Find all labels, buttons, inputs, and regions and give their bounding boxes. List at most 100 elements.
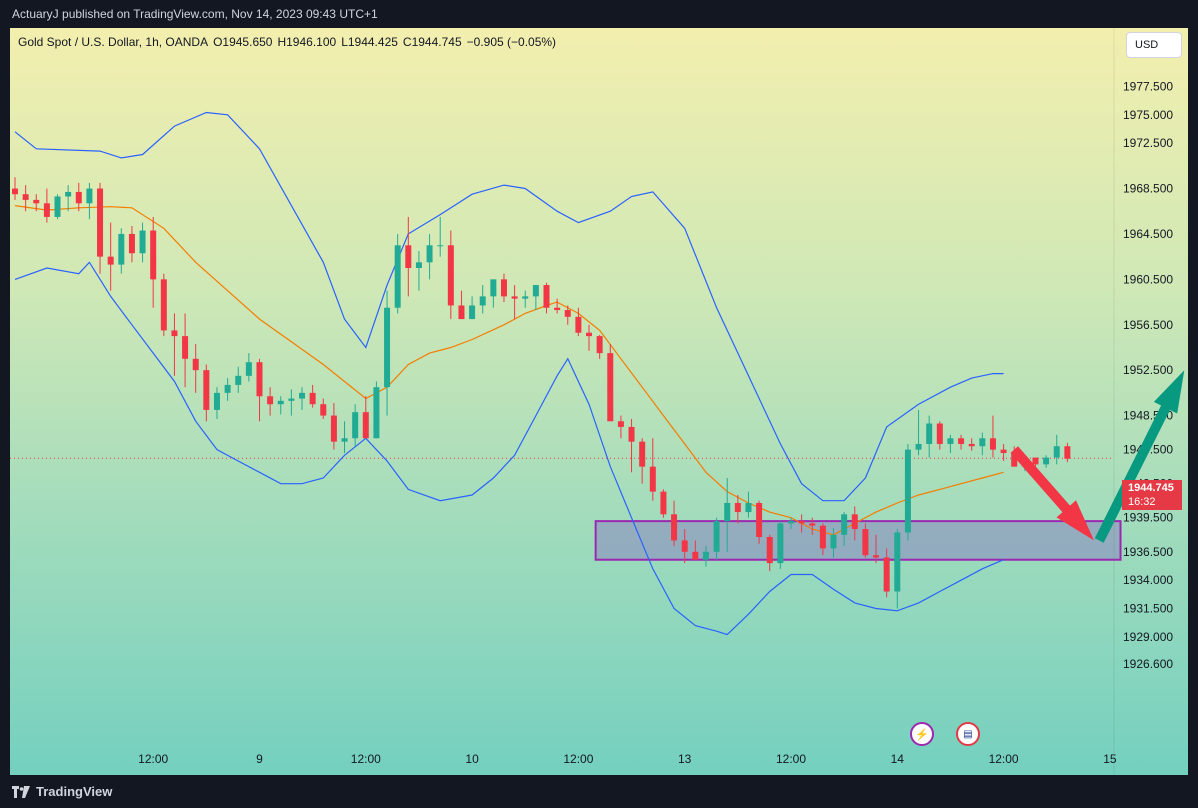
candle-body (415, 262, 422, 268)
candle-body (309, 392, 316, 405)
candle-body (564, 310, 571, 317)
candle-body (692, 551, 699, 560)
candle-body (490, 279, 497, 297)
legend-close: C1944.745 (402, 35, 462, 49)
forecast-arrow-up (1094, 370, 1185, 543)
x-tick-label: 12:00 (563, 752, 593, 766)
y-tick-label: 1956.500 (1123, 318, 1173, 332)
candle-body (203, 370, 210, 410)
y-tick-label: 1977.500 (1123, 79, 1173, 93)
chart-area[interactable]: 1926.600 1929.000 1931.500 1934.000 1936.500… (10, 28, 1188, 775)
bollinger-lower-line (14, 261, 1004, 636)
candle-body (607, 353, 614, 422)
tradingview-logo-icon (12, 785, 30, 798)
legend-low: L1944.425 (341, 35, 398, 49)
candle-body (128, 233, 135, 254)
y-tick-label: 1968.500 (1123, 182, 1173, 196)
candle-body (12, 188, 18, 195)
candle-body (766, 537, 773, 564)
candle-body (288, 398, 295, 401)
candle-body (734, 502, 741, 513)
candle-body (256, 362, 263, 397)
y-tick-label: 1929.000 (1123, 630, 1173, 644)
y-tick-label: 1926.600 (1123, 657, 1173, 671)
candle-body (33, 199, 40, 204)
candle-body (947, 438, 954, 444)
candle-body (107, 256, 114, 265)
bollinger-upper-line (14, 111, 1004, 502)
candle-body (819, 525, 826, 549)
candle-body (915, 443, 922, 450)
candle-body (1043, 457, 1050, 465)
candle-body (500, 279, 507, 297)
candle-body (330, 415, 337, 442)
candle-body (224, 384, 231, 393)
candle-body (904, 449, 911, 533)
y-tick-label: 1972.500 (1123, 136, 1173, 150)
x-tick-label: 12:00 (989, 752, 1019, 766)
candle-body (182, 336, 189, 359)
legend-high: H1946.100 (277, 35, 337, 49)
candle-body (554, 307, 561, 310)
ema-line (14, 205, 1004, 536)
candle-body (745, 502, 752, 513)
candle-body (277, 400, 284, 405)
candle-body (841, 514, 848, 535)
candle-body (75, 191, 82, 204)
candle-body (862, 529, 869, 556)
candle-body (65, 191, 72, 197)
x-tick-label: 12:00 (351, 752, 381, 766)
candle-body (479, 296, 486, 306)
candle-body (458, 305, 465, 320)
candle-body (22, 194, 29, 200)
candle-body (713, 521, 720, 552)
currency-button[interactable]: USD (1126, 32, 1182, 58)
candle-body (362, 412, 369, 439)
publisher-text: ActuaryJ published on TradingView.com, N… (12, 7, 378, 21)
price-chart[interactable]: 1926.600 1929.000 1931.500 1934.000 1936.500… (10, 28, 1188, 775)
candle-body (883, 557, 890, 592)
legend-symbol: Gold Spot / U.S. Dollar, 1h, OANDA (18, 35, 209, 49)
candle-body (405, 245, 412, 268)
candle-body (54, 196, 61, 217)
candle-body (1032, 457, 1039, 465)
candle-body (139, 230, 146, 254)
candle-body (213, 392, 220, 410)
candle-body (160, 279, 167, 331)
candle-body (150, 230, 157, 280)
current-price-value: 1944.745 (1128, 482, 1174, 494)
candle-body (671, 514, 678, 541)
candle-body (86, 188, 93, 204)
candle-body (989, 438, 996, 450)
candle-body (43, 203, 50, 217)
symbol-legend: Gold Spot / U.S. Dollar, 1h, OANDA O1945… (18, 35, 556, 49)
y-tick-label: 1939.500 (1123, 511, 1173, 525)
candle-body (522, 296, 529, 299)
candle-body (469, 305, 476, 320)
x-tick-label: 12:00 (776, 752, 806, 766)
tradingview-logo[interactable]: TradingView (12, 784, 112, 799)
candle-body (809, 523, 816, 526)
y-tick-label: 1936.500 (1123, 545, 1173, 559)
candle-body (118, 233, 125, 265)
candle-body (341, 438, 348, 442)
candle-body (384, 307, 391, 388)
candle-body (777, 523, 784, 564)
candle-body (267, 396, 274, 405)
candle-body (97, 188, 104, 257)
lightning-icon[interactable]: ⚡ (910, 722, 934, 746)
candle-body (373, 387, 380, 439)
candle-body (586, 332, 593, 337)
candle-body (532, 285, 539, 297)
candle-body (681, 540, 688, 552)
candle-body (511, 296, 518, 299)
candle-body (437, 245, 444, 247)
candle-body (171, 330, 178, 337)
x-tick-label: 10 (465, 752, 479, 766)
candle-body (617, 421, 624, 427)
bar-countdown: 16:32 (1128, 496, 1156, 508)
candle-body (926, 423, 933, 444)
candle-body (894, 532, 901, 592)
candle-body (543, 285, 550, 308)
us-flag-icon[interactable]: ▤ (956, 722, 980, 746)
